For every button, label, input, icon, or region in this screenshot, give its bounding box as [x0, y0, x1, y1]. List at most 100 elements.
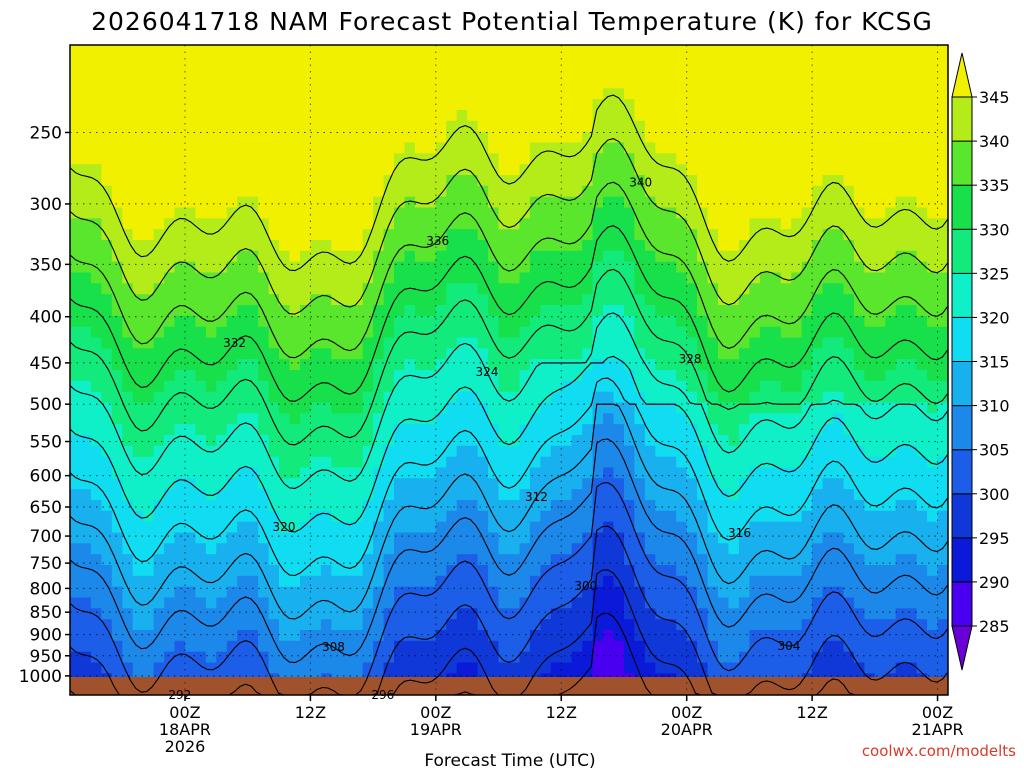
field-cell: [655, 521, 667, 534]
field-cell: [289, 45, 301, 57]
field-cell: [592, 294, 604, 306]
field-cell: [153, 597, 165, 609]
field-cell: [341, 240, 353, 252]
field-cell: [80, 348, 92, 360]
field-cell: [383, 500, 395, 512]
field-cell: [279, 185, 291, 198]
field-cell: [843, 326, 855, 339]
field-cell: [885, 218, 897, 230]
field-cell: [467, 435, 479, 447]
field-cell: [864, 315, 876, 328]
field-cell: [341, 359, 353, 371]
field-cell: [707, 283, 719, 295]
field-cell: [634, 640, 646, 653]
field-cell: [80, 315, 92, 328]
field-cell: [205, 164, 217, 176]
field-cell: [603, 359, 615, 371]
field-cell: [665, 261, 677, 274]
field-cell: [268, 662, 280, 674]
field-cell: [885, 131, 897, 144]
field-cell: [331, 99, 343, 111]
field-cell: [143, 164, 155, 176]
field-cell: [226, 543, 238, 555]
field-cell: [435, 640, 447, 653]
field-cell: [613, 175, 625, 187]
field-cell: [509, 456, 521, 469]
field-cell: [759, 662, 771, 674]
field-cell: [801, 478, 813, 490]
field-cell: [216, 445, 228, 458]
field-cell: [592, 359, 604, 371]
field-cell: [205, 651, 217, 664]
field-cell: [394, 45, 406, 57]
field-cell: [780, 229, 792, 241]
field-cell: [759, 261, 771, 274]
field-cell: [613, 164, 625, 176]
field-cell: [258, 608, 270, 620]
field-cell: [874, 120, 886, 133]
field-cell: [665, 391, 677, 404]
field-cell: [550, 467, 562, 479]
field-cell: [101, 478, 113, 490]
field-cell: [164, 88, 176, 100]
field-cell: [383, 597, 395, 609]
field-cell: [205, 229, 217, 241]
field-cell: [258, 445, 270, 458]
field-cell: [70, 185, 82, 198]
field-cell: [780, 337, 792, 349]
field-cell: [833, 283, 845, 295]
field-cell: [174, 175, 186, 187]
field-cell: [300, 359, 312, 371]
field-cell: [728, 521, 740, 534]
field-cell: [70, 175, 82, 187]
field-cell: [655, 380, 667, 393]
field-cell: [509, 110, 521, 122]
field-cell: [665, 175, 677, 187]
field-cell: [414, 445, 426, 458]
field-cell: [853, 445, 865, 458]
field-cell: [320, 110, 332, 122]
field-cell: [185, 326, 197, 339]
field-cell: [310, 229, 322, 241]
field-cell: [226, 597, 238, 609]
field-cell: [613, 510, 625, 523]
field-cell: [592, 229, 604, 241]
field-cell: [205, 294, 217, 306]
field-cell: [655, 99, 667, 111]
field-cell: [132, 359, 144, 371]
field-cell: [164, 326, 176, 339]
field-cell: [853, 88, 865, 100]
field-cell: [874, 337, 886, 349]
field-cell: [561, 402, 573, 414]
field-cell: [404, 305, 416, 317]
field-cell: [624, 185, 636, 198]
field-cell: [216, 586, 228, 599]
field-cell: [258, 510, 270, 523]
field-cell: [927, 294, 939, 306]
field-cell: [488, 651, 500, 664]
field-cell: [352, 456, 364, 469]
field-cell: [122, 554, 134, 566]
field-cell: [613, 207, 625, 219]
field-cell: [226, 196, 238, 209]
field-cell: [822, 326, 834, 339]
field-cell: [665, 543, 677, 555]
field-cell: [780, 196, 792, 209]
field-cell: [467, 240, 479, 252]
field-cell: [404, 131, 416, 144]
field-cell: [927, 283, 939, 295]
field-cell: [383, 229, 395, 241]
field-cell: [435, 380, 447, 393]
field-cell: [456, 55, 468, 68]
field-cell: [467, 532, 479, 544]
field-cell: [310, 185, 322, 198]
field-cell: [801, 575, 813, 588]
field-cell: [665, 435, 677, 447]
field-cell: [425, 597, 437, 609]
field-cell: [331, 651, 343, 664]
field-cell: [456, 391, 468, 404]
field-cell: [707, 630, 719, 642]
field-cell: [676, 185, 688, 198]
field-cell: [571, 391, 583, 404]
field-cell: [216, 402, 228, 414]
